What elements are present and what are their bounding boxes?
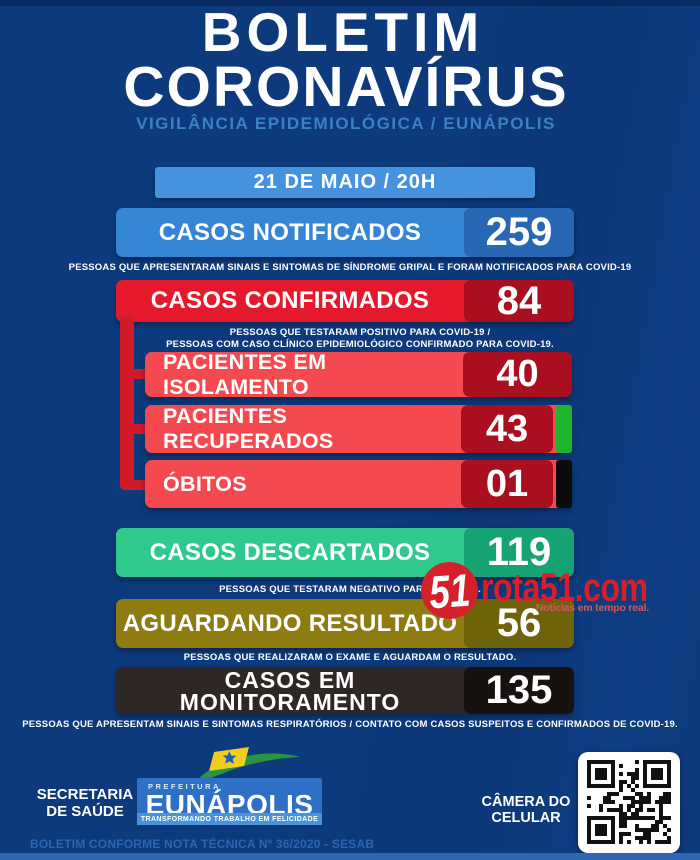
bottom-edge-strip	[0, 853, 700, 860]
caption-line1: PESSOAS QUE TESTARAM POSITIVO PARA COVID…	[229, 327, 491, 338]
prefeitura-eunapolis-logo: PREFEITURA EUNÁPOLIS TRANSFORMANDO TRABA…	[137, 778, 322, 825]
top-edge-strip	[0, 0, 700, 6]
stat-label: CASOS NOTIFICADOS	[158, 218, 422, 246]
date-badge-text: 21 DE MAIO / 20H	[253, 171, 437, 193]
qr-code-pattern	[587, 760, 671, 844]
stat-value: 56	[464, 599, 574, 648]
stat-label: CASOS EM MONITORAMENTO	[116, 667, 464, 714]
stat-bar-pacientes-isolamento: PACIENTES EM ISOLAMENTO 40	[145, 349, 572, 399]
stat-value: 01	[461, 460, 553, 508]
secretaria-de-saude-label: SECRETARIA DE SAÚDE	[30, 786, 140, 820]
camera-line2: CELULAR	[491, 809, 561, 826]
rota51-site-watermark: rota51.com	[481, 566, 648, 610]
rota51-tagline: Notícias em tempo real.	[535, 602, 649, 614]
stat-label: PACIENTES EM ISOLAMENTO	[163, 349, 327, 399]
footer-note: BOLETIM CONFORME NOTA TÉCNICA Nº 36/2020…	[30, 837, 375, 851]
deaths-strip-black	[556, 460, 572, 508]
stat-bar-casos-notificados: CASOS NOTIFICADOS 259	[116, 208, 574, 257]
bulletin-title-line2: CORONAVÍRUS	[123, 55, 569, 119]
stat-value: 84	[464, 279, 574, 323]
stat-value: 40	[463, 352, 572, 397]
connector-stub-isolamento	[120, 369, 154, 379]
stat-caption-confirmados: PESSOAS QUE TESTARAM POSITIVO PARA COVID…	[145, 327, 575, 350]
stat-value: 259	[464, 208, 574, 257]
stat-value: 43	[461, 405, 553, 453]
stat-caption-descartados: PESSOAS QUE TESTARAM NEGATIVO PARA COVID…	[219, 584, 481, 595]
bulletin-title-line1: BOLETIM	[201, 1, 485, 63]
camera-do-celular-label: CÂMERA DO CELULAR	[470, 794, 582, 826]
stat-bar-obitos: ÓBITOS 01	[145, 460, 572, 508]
caption-line2: PESSOAS COM CASO CLÍNICO EPIDEMIOLÓGICO …	[166, 338, 554, 350]
stat-label: CASOS CONFIRMADOS	[150, 287, 430, 314]
connector-vertical-line	[120, 316, 134, 490]
prefeitura-flag-icon	[200, 747, 300, 782]
date-badge: 21 DE MAIO / 20H	[155, 167, 535, 198]
stat-bar-casos-confirmados: CASOS CONFIRMADOS 84	[116, 279, 574, 323]
secretaria-line1: SECRETARIA	[36, 786, 134, 803]
stat-caption-notificados: PESSOAS QUE APRESENTARAM SINAIS E SINTOM…	[68, 262, 632, 273]
label-line1: CASOS EM	[224, 666, 356, 693]
connector-stub-recuperados	[120, 424, 154, 434]
logo-tagline: TRANSFORMANDO TRABALHO EM FELICIDADE	[137, 813, 322, 825]
recovered-strip-green	[556, 405, 572, 453]
qr-code	[578, 752, 680, 853]
connector-stub-obitos	[120, 480, 154, 490]
stat-caption-aguardando: PESSOAS QUE REALIZARAM O EXAME E AGUARDA…	[183, 652, 517, 663]
stat-label: AGUARDANDO RESULTADO	[122, 609, 458, 637]
logo-prefeitura-text: PREFEITURA	[148, 782, 221, 791]
label-line2: MONITORAMENTO	[179, 688, 401, 715]
stat-label: PACIENTES RECUPERADOS	[163, 404, 334, 453]
stat-bar-casos-monitoramento: CASOS EM MONITORAMENTO 135	[116, 667, 574, 714]
stat-label: CASOS DESCARTADOS	[149, 538, 431, 566]
bulletin-subtitle: VIGILÂNCIA EPIDEMIOLÓGICA / EUNÁPOLIS	[136, 114, 556, 133]
stat-value: 119	[464, 528, 574, 577]
stat-bar-casos-descartados: CASOS DESCARTADOS 119	[116, 528, 574, 577]
camera-line1: CÂMERA DO	[481, 794, 571, 810]
stat-value: 135	[464, 667, 574, 714]
stat-bar-aguardando-resultado: AGUARDANDO RESULTADO 56	[116, 599, 574, 648]
stat-bar-pacientes-recuperados: PACIENTES RECUPERADOS 43	[145, 404, 572, 453]
rota51-badge-number: 51	[427, 563, 472, 618]
stat-caption-monitoramento: PESSOAS QUE APRESENTAM SINAIS E SINTOMAS…	[22, 719, 678, 730]
secretaria-line2: DE SAÚDE	[46, 802, 124, 820]
stat-label: ÓBITOS	[163, 471, 247, 496]
